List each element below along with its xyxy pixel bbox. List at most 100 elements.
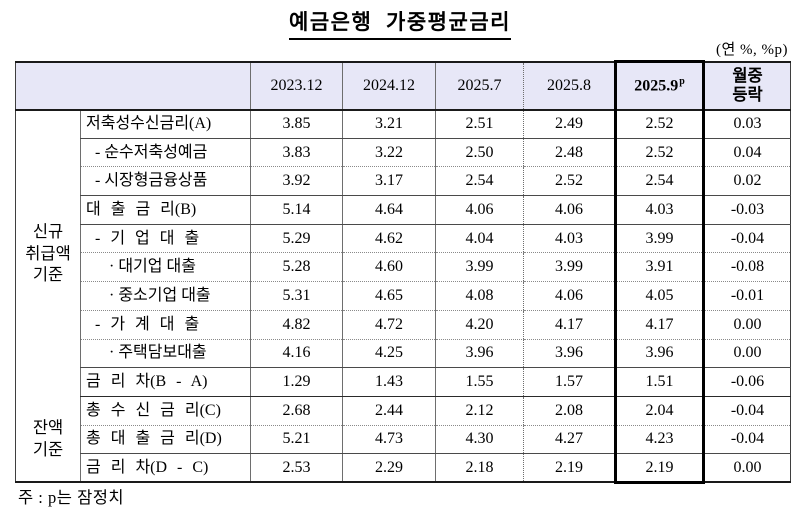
value-cell: 4.82 (250, 310, 343, 340)
value-cell: 4.17 (614, 310, 705, 340)
table-row: 신규 취급액 기준 저축성수신금리(A) 3.85 3.21 2.51 2.49… (16, 109, 791, 284)
value-cell: 4.03 (614, 195, 705, 225)
value-cell: 2.54 (435, 166, 524, 197)
value-cell: -0.06 (703, 367, 791, 397)
row-label: 저축성수신금리(A) (80, 109, 251, 139)
value-cell: 4.06 (523, 281, 616, 311)
value-cell: 3.17 (342, 166, 436, 197)
column-header-2025-9-label: 2025.9 (634, 77, 679, 95)
value-cell: 2.44 (342, 396, 436, 426)
header-row: 2023.12 2024.12 2025.7 2025.8 2025.9p 월중… (15, 60, 791, 111)
value-cell: 2.04 (614, 396, 705, 426)
rates-table: 2023.12 2024.12 2025.7 2025.8 2025.9p 월중… (15, 60, 791, 484)
column-header-2023-12: 2023.12 (250, 61, 343, 111)
unit-note: (연 %, %p) (715, 42, 788, 58)
row-label: · 중소기업 대출 (80, 281, 251, 311)
value-cell: 0.04 (703, 138, 791, 168)
row-label: - 기 업 대 출 (80, 224, 251, 254)
value-cell: 2.18 (435, 453, 524, 483)
corner-cell (15, 61, 251, 111)
value-cell: 2.08 (523, 396, 616, 426)
table-row: 총 대 출 금 리(D) 5.21 4.73 4.30 4.27 4.23 -0… (16, 425, 791, 455)
value-cell: 3.22 (342, 138, 436, 168)
value-cell: 1.51 (614, 367, 705, 397)
value-cell: 2.68 (250, 396, 343, 426)
value-cell: 2.52 (614, 138, 705, 168)
value-cell: 4.27 (523, 425, 616, 455)
row-label: 대 출 금 리(B) (80, 195, 251, 225)
row-group-balance: 잔액 기준 (32, 418, 64, 459)
value-cell: 3.21 (342, 109, 436, 139)
rates-table-container: 2023.12 2024.12 2025.7 2025.8 2025.9p 월중… (15, 60, 791, 484)
value-cell: 2.50 (435, 138, 524, 168)
table-row: 잔액 기준 총 수 신 금 리(C) 2.68 2.44 2.12 2.08 2… (16, 396, 791, 459)
value-cell: 3.99 (614, 224, 705, 254)
value-cell: 2.52 (614, 109, 705, 139)
value-cell: -0.03 (703, 195, 791, 225)
value-cell: 5.21 (250, 425, 343, 455)
table-row: · 중소기업 대출 5.31 4.65 4.08 4.06 4.05 -0.01 (16, 281, 791, 311)
value-cell: 2.52 (523, 166, 616, 197)
value-cell: 4.06 (435, 195, 524, 225)
column-header-2025-8: 2025.8 (523, 61, 616, 111)
value-cell: 3.96 (614, 339, 705, 369)
value-cell: 4.20 (435, 310, 524, 340)
value-cell: 0.00 (703, 310, 791, 340)
value-cell: 2.19 (523, 453, 616, 483)
value-cell: 4.73 (342, 425, 436, 455)
table-row: 금 리 차(B - A) 1.29 1.43 1.55 1.57 1.51 -0… (16, 367, 791, 397)
value-cell: 0.00 (703, 339, 791, 369)
row-label: 금 리 차(B - A) (80, 367, 251, 397)
value-cell: 3.99 (523, 252, 616, 283)
value-cell: 4.05 (614, 281, 705, 311)
table-row: · 대기업 대출 5.28 4.60 3.99 3.99 3.91 -0.08 (16, 252, 791, 283)
value-cell: 0.03 (703, 109, 791, 139)
value-cell: -0.01 (703, 281, 791, 311)
table-row: - 가 계 대 출 4.82 4.72 4.20 4.17 4.17 0.00 (16, 310, 791, 340)
value-cell: 2.53 (250, 453, 343, 483)
value-cell: -0.08 (703, 252, 791, 283)
value-cell: 4.25 (342, 339, 436, 369)
value-cell: 4.23 (614, 425, 705, 455)
table-row: · 주택담보대출 4.16 4.25 3.96 3.96 3.96 0.00 (16, 339, 791, 369)
footnote: 주 : p는 잠정치 (18, 488, 125, 507)
value-cell: 1.29 (250, 367, 343, 397)
value-cell: 2.12 (435, 396, 524, 426)
row-label: 총 수 신 금 리(C) (80, 396, 251, 426)
value-cell: 2.49 (523, 109, 616, 139)
value-cell: -0.04 (703, 396, 791, 426)
value-cell: 4.72 (342, 310, 436, 340)
table-row: - 기 업 대 출 5.29 4.62 4.04 4.03 3.99 -0.04 (16, 224, 791, 254)
value-cell: 3.91 (614, 252, 705, 283)
value-cell: 4.64 (342, 195, 436, 225)
value-cell: 2.48 (523, 138, 616, 168)
value-cell: 0.00 (733, 458, 762, 476)
page-title: 예금은행 가중평균금리 (0, 6, 800, 40)
value-cell: 0.02 (703, 166, 791, 197)
value-cell: 1.57 (523, 367, 616, 397)
value-cell: 2.29 (342, 453, 436, 483)
value-cell: 5.14 (250, 195, 343, 225)
column-header-2025-7: 2025.7 (435, 61, 524, 111)
column-header-monthly-change: 월중 등락 (703, 61, 791, 111)
page-title-text: 예금은행 가중평균금리 (289, 6, 511, 40)
column-header-2025-9-preliminary: 2025.9p (614, 60, 705, 111)
value-cell: 4.30 (435, 425, 524, 455)
row-label: - 가 계 대 출 (80, 310, 251, 340)
value-cell: 3.85 (250, 109, 343, 139)
value-cell: 3.92 (250, 166, 343, 197)
value-cell: 5.29 (250, 224, 343, 254)
value-cell: 4.03 (523, 224, 616, 254)
value-cell: -0.04 (703, 425, 791, 455)
row-group-new-transactions: 신규 취급액 기준 (25, 221, 71, 285)
value-cell: 2.51 (435, 109, 524, 139)
value-cell: 4.62 (342, 224, 436, 254)
value-cell: -0.04 (703, 224, 791, 254)
row-label: · 대기업 대출 (80, 252, 251, 283)
value-cell: 4.17 (523, 310, 616, 340)
value-cell: 4.04 (435, 224, 524, 254)
row-label: 금 리 차(D - C) (80, 453, 251, 483)
value-cell: 3.96 (523, 339, 616, 369)
table-row: - 시장형금융상품 3.92 3.17 2.54 2.52 2.54 0.02 (16, 166, 791, 197)
value-cell: 2.19 (614, 453, 705, 484)
